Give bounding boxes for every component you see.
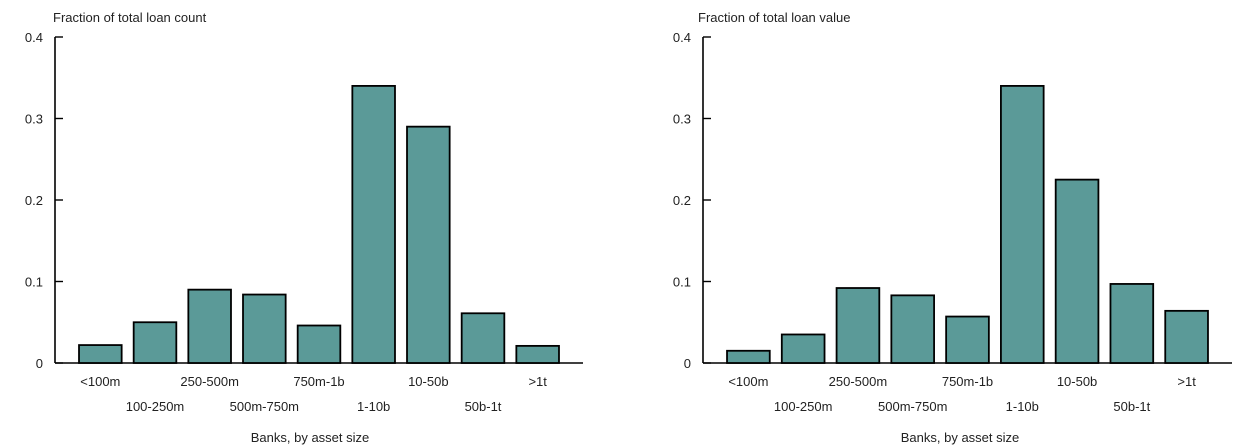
x-tick-label: <100m (728, 374, 768, 389)
x-tick-label: 250-500m (829, 374, 888, 389)
y-tick-label: 0.3 (25, 112, 43, 127)
loan-count-chart: Fraction of total loan count 0 0.1 0.2 0.3 0.… (25, 10, 583, 445)
x-tick-label: 50b-1t (465, 399, 502, 414)
x-axis-label: Banks, by asset size (251, 430, 370, 445)
y-tick-label: 0.2 (25, 193, 43, 208)
bar-0 (726, 349, 771, 364)
bar-5 (1000, 85, 1045, 364)
bar-3 (890, 294, 935, 364)
bar-1 (132, 321, 178, 364)
bar-6 (406, 125, 451, 364)
x-tick-label: 1-10b (1006, 399, 1039, 414)
y-tick-label: 0.4 (25, 30, 43, 45)
x-tick-label: 250-500m (180, 374, 239, 389)
x-tick-label: >1t (528, 374, 547, 389)
bar-2 (187, 288, 232, 364)
y-tick-label: 0.2 (673, 193, 691, 208)
y-tick-label: 0.3 (673, 112, 691, 127)
bar-6 (1054, 178, 1100, 364)
bar-8 (1164, 309, 1209, 364)
x-tick-label: >1t (1177, 374, 1196, 389)
x-tick-label: 500m-750m (230, 399, 299, 414)
bar-3 (242, 293, 287, 364)
y-tick-label: 0.4 (673, 30, 691, 45)
bar-4 (296, 324, 342, 364)
bar-1 (780, 333, 826, 364)
y-tick-label: 0 (684, 356, 691, 371)
x-tick-label: 750m-1b (293, 374, 344, 389)
bar-4 (945, 315, 990, 364)
bar-8 (515, 344, 560, 364)
bar-0 (78, 344, 123, 364)
x-tick-label: 750m-1b (942, 374, 993, 389)
x-tick-label: <100m (80, 374, 120, 389)
x-tick-label: 1-10b (357, 399, 390, 414)
x-axis-label: Banks, by asset size (901, 430, 1020, 445)
bar-7 (460, 312, 506, 364)
bar-5 (351, 85, 396, 364)
bar-2 (835, 287, 881, 364)
y-tick-label: 0.1 (673, 275, 691, 290)
chart-title: Fraction of total loan value (698, 10, 850, 25)
bar-7 (1109, 283, 1155, 364)
x-tick-label: 100-250m (126, 399, 185, 414)
x-tick-label: 50b-1t (1113, 399, 1150, 414)
y-tick-label: 0.1 (25, 275, 43, 290)
loan-value-chart: Fraction of total loan value 0 0.1 0.2 0.3 0.… (673, 10, 1232, 445)
x-tick-label: 10-50b (1057, 374, 1097, 389)
x-tick-label: 100-250m (774, 399, 833, 414)
x-tick-label: 500m-750m (878, 399, 947, 414)
x-tick-label: 10-50b (408, 374, 448, 389)
chart-title: Fraction of total loan count (53, 10, 207, 25)
y-tick-label: 0 (36, 356, 43, 371)
